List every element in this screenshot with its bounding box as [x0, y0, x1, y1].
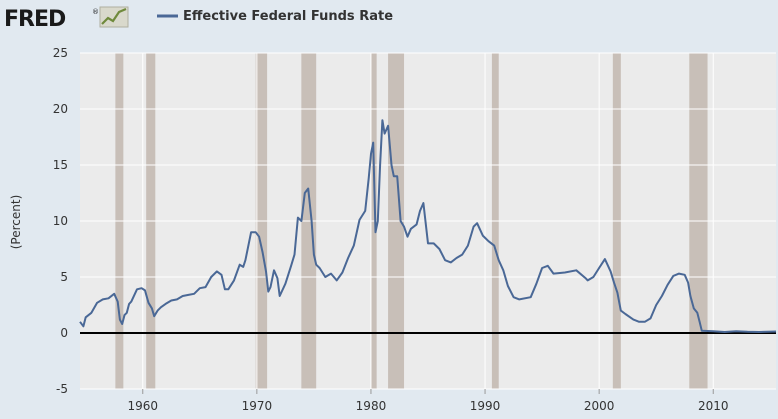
y-tick-label: 25 — [53, 46, 68, 60]
y-axis-title: (Percent) — [9, 195, 23, 250]
fred-logo[interactable]: FRED ® — [4, 6, 129, 32]
x-tick-label: 2000 — [584, 399, 615, 413]
y-axis-ticks: -5 0 5 10 15 20 25 — [53, 46, 68, 396]
x-tick-label: 1990 — [470, 399, 501, 413]
y-tick-label: 15 — [53, 158, 68, 172]
legend-label: Effective Federal Funds Rate — [183, 9, 393, 24]
x-tick-label: 1980 — [356, 399, 387, 413]
y-tick-label: 20 — [53, 102, 68, 116]
fred-logo-text: FRED — [4, 7, 66, 32]
x-tick-label: 2010 — [698, 399, 729, 413]
y-tick-label: 5 — [60, 270, 68, 284]
y-tick-label: 10 — [53, 214, 68, 228]
x-tick-label: 1960 — [127, 399, 158, 413]
x-tick-label: 1970 — [242, 399, 273, 413]
legend: Effective Federal Funds Rate — [157, 9, 393, 24]
fred-logo-graph-icon — [99, 6, 129, 28]
registered-mark: ® — [92, 8, 99, 16]
y-tick-label: -5 — [56, 382, 68, 396]
x-axis-ticks: 1960 1970 1980 1990 2000 2010 — [127, 389, 729, 413]
series-line-effective-federal-funds-rate — [79, 119, 777, 333]
y-tick-label: 0 — [60, 326, 68, 340]
